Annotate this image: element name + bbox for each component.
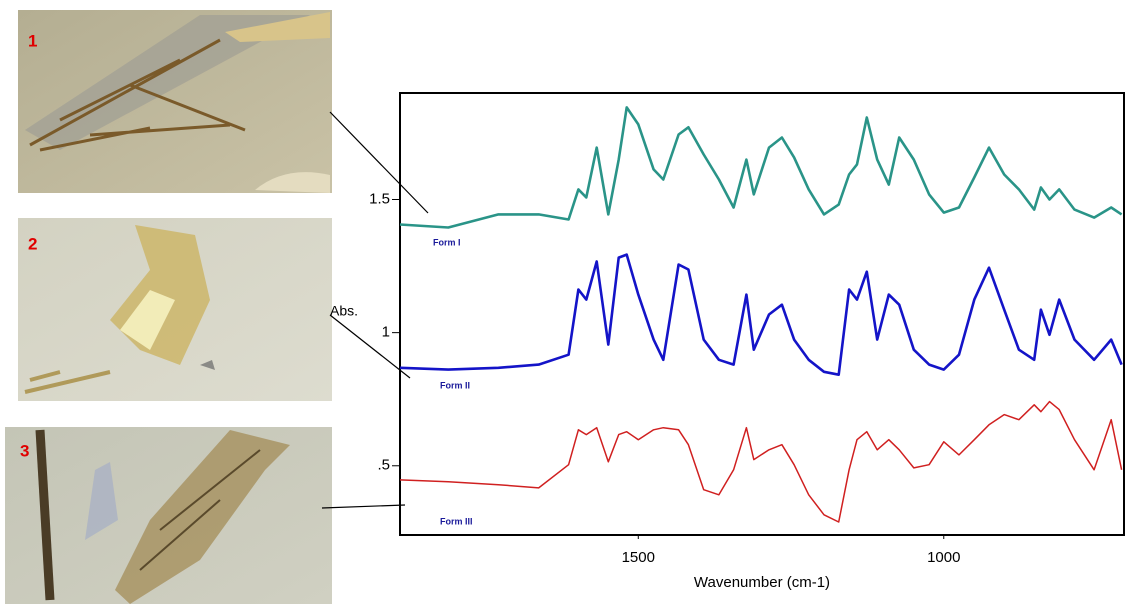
series-label: Form I [433, 237, 461, 247]
connector [330, 315, 410, 378]
photo-label: 3 [20, 441, 29, 460]
y-tick-label: 1 [382, 324, 390, 341]
figure: Abs. Wavenumber (cm-1) 1231.51.515001000… [0, 0, 1125, 604]
y-tick-label: .5 [377, 457, 390, 474]
y-tick-label: 1.5 [369, 190, 390, 207]
connector [322, 505, 405, 508]
y-axis-label: Abs. [330, 303, 358, 319]
photo [18, 218, 332, 401]
photo-label: 2 [28, 234, 37, 253]
series-line [400, 255, 1122, 375]
photo [18, 10, 332, 193]
x-axis-label: Wavenumber (cm-1) [694, 574, 830, 591]
x-tick-label: 1000 [927, 549, 960, 566]
series-label: Form III [440, 516, 473, 526]
series-line [400, 402, 1122, 522]
x-tick-label: 1500 [622, 549, 655, 566]
series-label: Form II [440, 380, 470, 390]
series-line [400, 107, 1122, 227]
photo-label: 1 [28, 31, 37, 50]
photo [5, 427, 332, 604]
plot-frame [400, 93, 1124, 535]
